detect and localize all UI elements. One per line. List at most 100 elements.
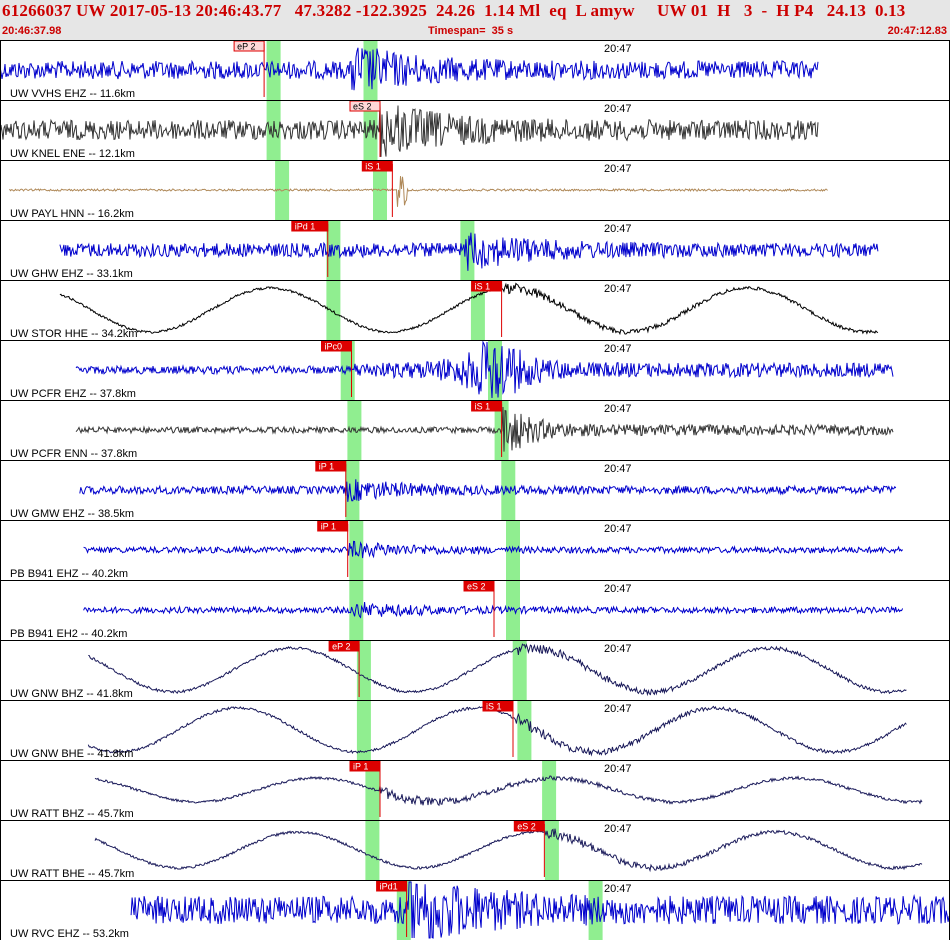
phase-pick-label: iPd 1 [295,222,316,232]
trace-panel[interactable]: iS 1 UW PAYL HNN -- 16.2km 20:47 [0,160,950,221]
station-label: UW PCFR EHZ -- 37.8km [10,388,136,400]
waveform-trace [83,602,904,619]
minute-marker: 20:47 [604,43,632,55]
trace-panel[interactable]: iS 1 UW PCFR ENN -- 37.8km 20:47 [0,400,950,461]
waveform-trace [94,775,923,807]
station-label: UW PAYL HNN -- 16.2km [10,208,134,220]
phase-pick-label: iS 1 [475,402,491,412]
minute-marker: 20:47 [604,583,632,595]
panel-border [0,760,950,821]
pick-window [363,41,378,100]
trace-panel[interactable]: eS 2 UW RATT BHE -- 45.7km 20:47 [0,820,950,881]
trace-panel[interactable]: eP 2 UW GNW BHZ -- 41.8km 20:47 [0,640,950,701]
station-label: PB B941 EHZ -- 40.2km [10,568,128,580]
pick-window [326,281,341,340]
waveform-trace [83,540,903,559]
trace-panel[interactable]: eS 2 UW KNEL ENE -- 12.1km 20:47 [0,100,950,161]
minute-marker: 20:47 [604,103,632,115]
waveform-trace [79,479,897,502]
trace-panel[interactable]: eP 2 UW VVHS EHZ -- 11.6km 20:47 [0,40,950,101]
phase-pick-label: eS 2 [467,582,486,592]
panel-border [0,220,950,281]
phase-pick-label: eS 2 [353,102,372,112]
phase-pick-label: iPc0 [325,342,343,352]
end-time: 20:47:12.83 [887,25,947,37]
minute-marker: 20:47 [604,283,632,295]
trace-panel[interactable]: iP 1 UW RATT BHZ -- 45.7km 20:47 [0,760,950,821]
phase-pick-label: iS 1 [486,702,502,712]
trace-panel[interactable]: eS 2 PB B941 EH2 -- 40.2km 20:47 [0,580,950,641]
waveform-trace [59,282,879,336]
minute-marker: 20:47 [604,523,632,535]
station-label: PB B941 EH2 -- 40.2km [10,628,127,640]
pick-window [356,641,371,700]
phase-pick-label: eS 2 [517,822,536,832]
trace-panel[interactable]: iS 1 UW GNW BHE -- 41.8km 20:47 [0,700,950,761]
trace-panel[interactable]: iPd 1 UW GHW EHZ -- 33.1km 20:47 [0,220,950,281]
waveform-trace [0,102,819,157]
station-label: UW PCFR ENN -- 37.8km [10,448,137,460]
waveform-trace [87,705,907,757]
phase-pick-label: iPd1 [380,882,398,892]
minute-marker: 20:47 [604,223,632,235]
minute-marker: 20:47 [604,763,632,775]
minute-marker: 20:47 [604,403,632,415]
phase-pick-label: iP 1 [353,762,368,772]
pick-window [349,521,364,580]
phase-pick-label: iS 1 [365,162,381,172]
panel-border [0,640,950,701]
pick-window [349,581,364,640]
station-label: UW GHW EHZ -- 33.1km [10,268,133,280]
trace-panel[interactable]: iP 1 PB B941 EHZ -- 40.2km 20:47 [0,520,950,581]
waveform-trace [9,176,828,207]
minute-marker: 20:47 [604,703,632,715]
waveform-trace [130,881,950,939]
station-label: UW RATT BHE -- 45.7km [10,868,134,880]
phase-pick-label: eP 2 [237,42,255,52]
minute-marker: 20:47 [604,643,632,655]
station-label: UW VVHS EHZ -- 11.6km [10,88,135,100]
trace-panel[interactable]: iPd1 UW RVC EHZ -- 53.2km 20:47 [0,880,950,940]
pick-window [365,761,380,820]
start-time: 20:46:37.98 [2,25,62,37]
timespan-label: Timespan= 35 s [428,25,514,37]
pick-window [363,101,378,160]
seismogram-panels[interactable]: eP 2 UW VVHS EHZ -- 11.6km 20:47 eS 2 UW KNE… [0,40,950,940]
phase-pick-label: iP 1 [321,522,336,532]
panel-border [0,700,950,761]
station-label: UW GMW EHZ -- 38.5km [10,508,134,520]
pick-window [506,581,520,640]
waveform-trace [94,828,923,873]
station-label: UW STOR HHE -- 34.2km [10,328,138,340]
pick-window [512,641,527,700]
pick-window [517,701,532,760]
trace-panel[interactable]: iS 1 UW STOR HHE -- 34.2km 20:47 [0,280,950,341]
pick-window [470,281,485,340]
waveform-trace [75,406,894,452]
pick-window [356,701,371,760]
phase-pick-label: iP 1 [319,462,334,472]
station-label: UW KNEL ENE -- 12.1km [10,148,135,160]
station-label: UW RVC EHZ -- 53.2km [10,928,129,940]
phase-pick-label: eP 2 [332,642,350,652]
waveform-trace [59,232,879,271]
pick-window [542,761,557,820]
waveform-trace [88,643,907,697]
minute-marker: 20:47 [604,463,632,475]
pick-window [326,221,341,280]
event-summary: 61266037 UW 2017-05-13 20:46:43.77 47.32… [2,1,906,20]
waveform-trace [0,47,819,91]
station-label: UW RATT BHZ -- 45.7km [10,808,134,820]
trace-panel[interactable]: iPc0 UW PCFR EHZ -- 37.8km 20:47 [0,340,950,401]
phase-pick-label: iS 1 [475,282,491,292]
trace-panel[interactable]: iP 1 UW GMW EHZ -- 38.5km 20:47 [0,460,950,521]
pick-window [506,521,520,580]
minute-marker: 20:47 [604,823,632,835]
event-header: 61266037 UW 2017-05-13 20:46:43.77 47.32… [0,0,950,40]
minute-marker: 20:47 [604,343,632,355]
minute-marker: 20:47 [604,163,632,175]
pick-window [345,461,360,520]
station-label: UW GNW BHZ -- 41.8km [10,688,133,700]
minute-marker: 20:47 [604,883,632,895]
waveform-trace [75,340,894,399]
